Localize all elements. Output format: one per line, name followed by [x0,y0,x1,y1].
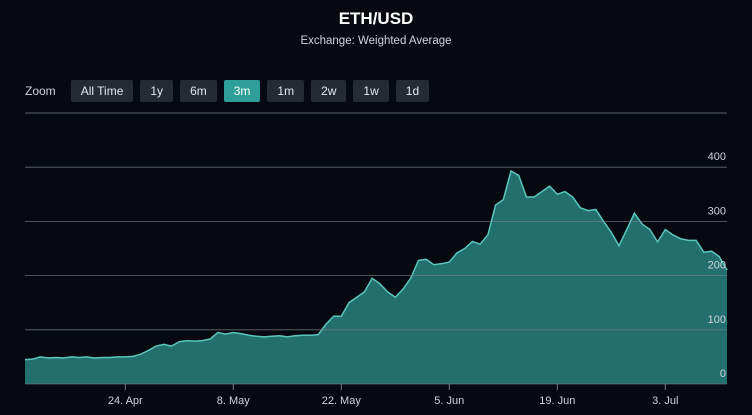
x-tick-label: 5. Jun [434,395,464,407]
y-tick-label: 200 [708,260,726,272]
x-tick-label: 24. Apr [108,395,143,407]
area-fill [25,170,727,384]
x-tick-label: 3. Jul [652,395,678,407]
y-tick-label: 100 [708,314,726,326]
y-tick-label: 0 [720,368,726,380]
zoom-label: Zoom [25,84,56,98]
x-tick-label: 8. May [217,395,251,407]
zoom-button[interactable]: 2w [311,80,347,102]
zoom-button[interactable]: 1d [395,80,430,102]
zoom-button[interactable]: 1y [140,80,174,102]
zoom-button[interactable]: 6m [180,80,217,102]
zoom-button[interactable]: 3m [223,80,261,102]
zoom-button[interactable]: All Time [70,80,134,102]
y-tick-label: 300 [708,205,726,217]
area-line [24,169,728,361]
y-tick-label: 400 [708,151,726,163]
chart-title: ETH/USD [338,9,414,28]
x-tick-label: 22. May [322,395,362,407]
zoom-button[interactable]: 1w [353,80,389,102]
x-tick-label: 19. Jun [539,395,575,407]
zoom-bar: Zoom All Time 1y 6m 3m 1m 2w 1w 1d [25,80,430,102]
chart-subtitle: Exchange: Weighted Average [300,35,452,47]
zoom-button[interactable]: 1m [267,80,305,102]
